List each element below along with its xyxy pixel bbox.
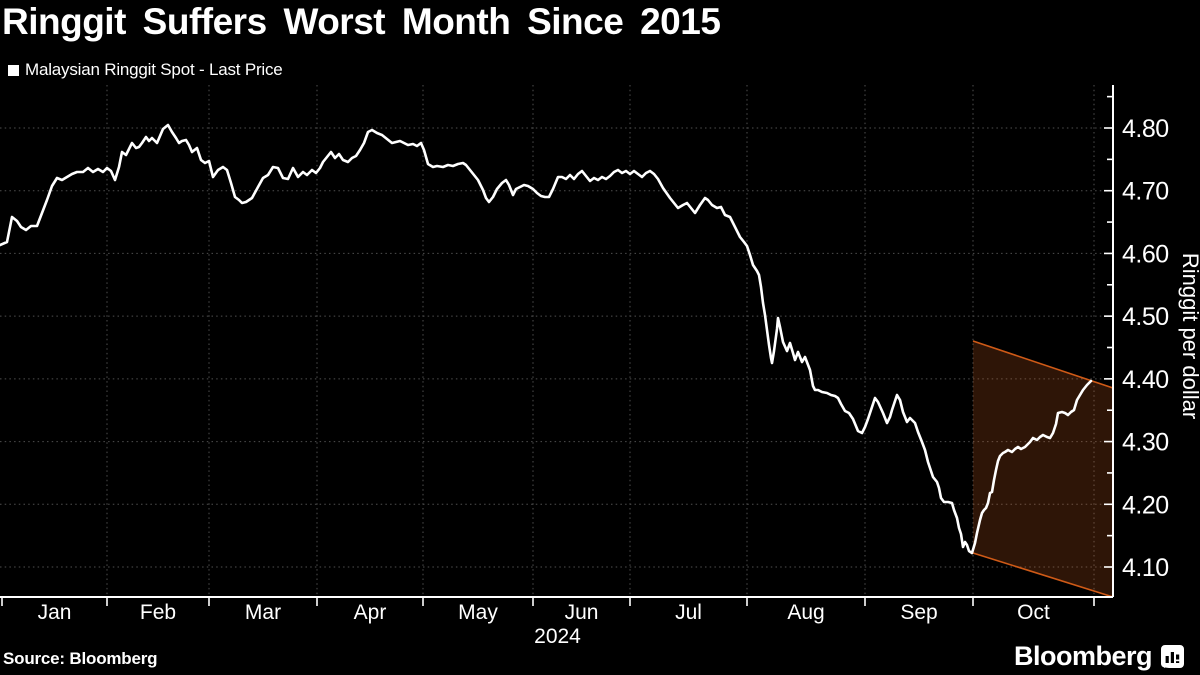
y-tick-label: 4.30 [1122, 429, 1169, 457]
axis-labels: 4.10 4.20 4.30 4.40 4.50 4.60 4.70 4.80 Jan Feb Ma… [38, 115, 1200, 648]
legend-label: Malaysian Ringgit Spot - Last Price [25, 60, 283, 79]
x-tick-label: Oct [1017, 601, 1050, 624]
y-tick-label: 4.70 [1122, 178, 1169, 206]
x-tick-label: Aug [787, 601, 824, 624]
price-line [0, 123, 1093, 555]
october-highlight-channel [973, 341, 1113, 597]
x-tick-label: Mar [245, 601, 281, 624]
x-axis-year-label: 2024 [534, 625, 581, 648]
x-tick-label: Apr [354, 601, 387, 624]
legend: Malaysian Ringgit Spot - Last Price [8, 60, 283, 80]
bloomberg-logo-text: Bloomberg [1013, 641, 1153, 671]
x-tick-label: Jan [38, 601, 72, 624]
bloomberg-logo: Bloomberg [1014, 641, 1184, 672]
y-tick-label: 4.20 [1122, 491, 1169, 519]
y-axis-title: Ringgit per dollar [1178, 253, 1200, 419]
bloomberg-bars-icon [1161, 645, 1184, 668]
legend-swatch-icon [8, 64, 19, 76]
y-tick-label: 4.10 [1122, 554, 1169, 582]
x-tick-label: May [458, 601, 498, 624]
x-tick-label: Jun [565, 601, 599, 624]
x-tick-label: Feb [140, 601, 176, 624]
channel-top-edge [972, 340, 1114, 389]
x-tick-label: Sep [900, 601, 937, 624]
axis-ticks [1, 95, 1113, 606]
channel-bottom-edge [972, 552, 1114, 598]
y-tick-label: 4.80 [1122, 115, 1169, 143]
source-credit: Source: Bloomberg [3, 649, 158, 668]
page-title: Ringgit Suffers Worst Month Since 2015 [2, 1, 721, 42]
y-tick-label: 4.50 [1122, 303, 1169, 331]
y-tick-label: 4.60 [1122, 240, 1169, 268]
axes [0, 85, 1114, 598]
y-tick-label: 4.40 [1122, 366, 1169, 394]
x-tick-label: Jul [675, 601, 702, 624]
gridlines [0, 85, 1113, 597]
